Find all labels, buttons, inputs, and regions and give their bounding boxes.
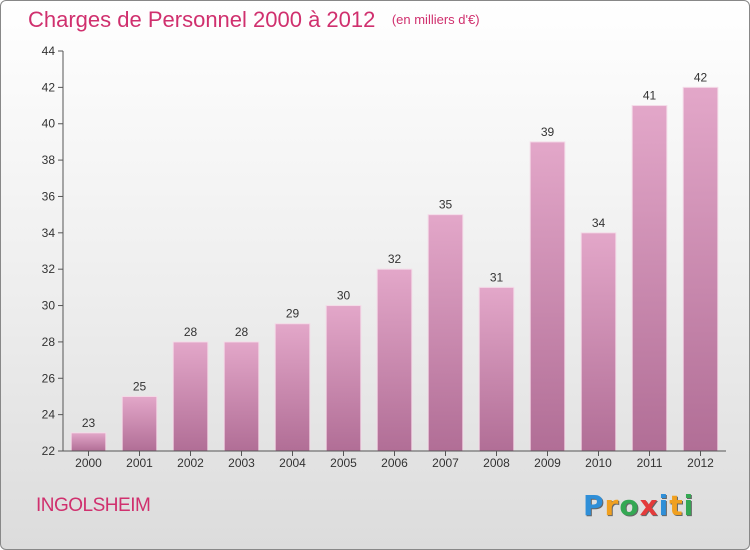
data-label: 34 bbox=[592, 216, 606, 230]
x-tick-label: 2002 bbox=[177, 456, 204, 470]
logo-letter: r bbox=[604, 489, 620, 522]
y-tick-label: 44 bbox=[42, 44, 56, 58]
y-tick-label: 42 bbox=[42, 80, 56, 94]
bar-2001 bbox=[121, 395, 158, 452]
data-label: 28 bbox=[184, 325, 198, 339]
bar-2007 bbox=[427, 214, 464, 452]
y-tick-label: 38 bbox=[42, 153, 56, 167]
x-tick-label: 2007 bbox=[432, 456, 459, 470]
data-label: 25 bbox=[133, 379, 147, 393]
x-tick-label: 2008 bbox=[483, 456, 510, 470]
y-tick-label: 32 bbox=[42, 262, 56, 276]
y-tick-label: 40 bbox=[42, 117, 56, 131]
x-tick-label: 2003 bbox=[228, 456, 255, 470]
y-tick-label: 34 bbox=[42, 226, 56, 240]
bar-2000 bbox=[70, 432, 107, 452]
logo-letter: i bbox=[658, 489, 670, 522]
bar-2005 bbox=[325, 305, 362, 452]
logo-letter: x bbox=[639, 489, 659, 522]
bar-2011 bbox=[631, 105, 668, 452]
x-tick-label: 2009 bbox=[534, 456, 561, 470]
commune-name: INGOLSHEIM bbox=[36, 495, 151, 516]
x-tick-label: 2005 bbox=[330, 456, 357, 470]
data-label: 39 bbox=[541, 125, 555, 139]
x-tick-label: 2000 bbox=[75, 456, 102, 470]
x-tick-label: 2012 bbox=[687, 456, 714, 470]
bar-2006 bbox=[376, 268, 413, 452]
y-tick-label: 24 bbox=[42, 408, 56, 422]
x-tick-label: 2011 bbox=[637, 456, 663, 470]
bar-2008 bbox=[478, 286, 515, 452]
data-label: 41 bbox=[643, 89, 657, 103]
x-tick-label: 2001 bbox=[126, 456, 153, 470]
y-tick-label: 30 bbox=[42, 299, 56, 313]
chart-subtitle: (en milliers d'€) bbox=[391, 12, 480, 27]
proxiti-logo: Proxiti bbox=[583, 489, 694, 522]
logo-letter: P bbox=[583, 489, 605, 522]
bar-2003 bbox=[223, 341, 260, 452]
bar-2010 bbox=[580, 232, 617, 452]
logo-letter: o bbox=[619, 489, 640, 522]
data-label: 32 bbox=[388, 252, 402, 266]
bar-2004 bbox=[274, 323, 311, 452]
x-tick-label: 2006 bbox=[381, 456, 408, 470]
bar-2012 bbox=[682, 86, 719, 452]
data-label: 29 bbox=[286, 307, 300, 321]
logo-letter: t bbox=[669, 489, 684, 522]
bar-2009 bbox=[529, 141, 566, 452]
y-tick-label: 22 bbox=[42, 444, 56, 458]
y-tick-label: 26 bbox=[42, 371, 56, 385]
x-tick-label: 2010 bbox=[585, 456, 612, 470]
y-tick-label: 36 bbox=[42, 189, 56, 203]
data-label: 35 bbox=[439, 198, 453, 212]
data-label: 30 bbox=[337, 289, 351, 303]
title-line: Charges de Personnel 2000 à 2012 (en mil… bbox=[28, 7, 480, 33]
data-label: 23 bbox=[82, 416, 96, 430]
x-tick-label: 2004 bbox=[279, 456, 306, 470]
logo-letter: i bbox=[683, 489, 695, 522]
bar-2002 bbox=[172, 341, 209, 452]
y-tick-label: 28 bbox=[42, 335, 56, 349]
data-label: 42 bbox=[694, 70, 708, 84]
data-label: 31 bbox=[490, 270, 504, 284]
data-label: 28 bbox=[235, 325, 249, 339]
chart-title: Charges de Personnel 2000 à 2012 bbox=[28, 7, 376, 32]
